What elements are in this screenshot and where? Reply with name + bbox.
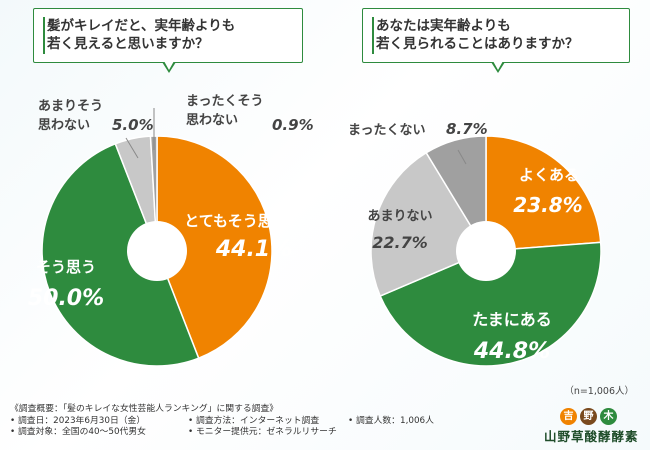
donut-hole — [456, 221, 516, 281]
logo-mark-icon: 木 — [600, 408, 617, 425]
survey-count: • 調査人数：1,006人 — [348, 415, 434, 426]
right-question-line2: 若く見られることはありますか？ — [376, 36, 579, 52]
right-lightgray-label: あまりない — [367, 209, 432, 224]
left-question-line1: 髪がキレイだと、実年齢よりも — [47, 18, 236, 34]
logo-brand-name: 山野草酸酵酵素 — [544, 429, 639, 444]
sample-size-note: （n=1,006人） — [564, 386, 634, 397]
survey-row-2: • 調査対象：全国の40〜50代男女 • モニター提供元：ゼネラルリサーチ — [10, 427, 337, 439]
right-orange-label: よくある — [519, 166, 579, 184]
right-question-box: あなたは実年齢よりも 若く見られることはありますか？ — [362, 8, 630, 73]
donut-slice-left-1 — [41, 142, 200, 367]
question-accent-bar — [372, 17, 374, 54]
logo-mark-icon: 野 — [580, 408, 597, 425]
left-darkgray-label-2: 思わない — [186, 113, 238, 128]
left-darkgray-value: 0.9% — [272, 116, 314, 134]
survey-title: 《調査概要：「髪のキレイな女性芸能人ランキング」に関する調査》 — [10, 404, 279, 414]
donut-slice-right-0 — [485, 135, 602, 252]
right-donut-chart — [370, 135, 602, 367]
survey-target: • 調査対象：全国の40〜50代男女 — [10, 427, 146, 437]
left-lightgray-label-2: 思わない — [38, 118, 90, 133]
survey-date: • 調査日：2023年6月30日（金） — [10, 415, 146, 426]
left-green-label: そう思う — [36, 258, 96, 276]
right-question-line1: あなたは実年齢よりも — [376, 18, 511, 34]
right-green-value: 44.8% — [473, 339, 550, 364]
logo-mark-icon: 吉 — [560, 408, 577, 425]
left-donut-chart — [41, 135, 273, 367]
survey-summary: 《調査概要：「髪のキレイな女性芸能人ランキング」に関する調査》 • 調査日：20… — [10, 404, 434, 439]
leader-line — [125, 137, 139, 159]
left-lightgray-label-1: あまりそう — [38, 99, 103, 114]
donut-slice-right-2 — [370, 151, 488, 297]
left-question-box: 髪がキレイだと、実年齢よりも 若く見えると思いますか？ — [33, 8, 303, 73]
left-orange-value: 44.1% — [215, 237, 292, 262]
left-question-line2: 若く見えると思いますか？ — [47, 36, 209, 52]
left-orange-label: とてもそう思う — [184, 212, 288, 230]
left-green-value: 50.0% — [28, 286, 104, 311]
question-accent-bar — [43, 17, 45, 54]
leader-line — [457, 149, 467, 165]
left-lightgray-value: 5.0% — [112, 116, 154, 134]
survey-row-1: • 調査日：2023年6月30日（金） • 調査方法：インターネット調査 • 調… — [10, 415, 434, 428]
donut-hole — [127, 221, 187, 281]
right-orange-value: 23.8% — [513, 193, 582, 217]
left-darkgray-label-1: まったくそう — [186, 94, 263, 109]
logo-icons: 吉野木 — [560, 404, 620, 425]
right-darkgray-label: まったくない — [348, 123, 425, 138]
speech-tail-inner — [164, 61, 174, 70]
donut-slice-right-3 — [425, 135, 487, 254]
survey-monitor: • モニター提供元：ゼネラルリサーチ — [188, 427, 337, 437]
survey-method: • 調査方法：インターネット調査 — [188, 415, 320, 426]
brand-logo: 吉野木 山野草酸酵酵素 — [518, 404, 643, 448]
donut-slice-left-0 — [156, 135, 273, 360]
right-lightgray-value: 22.7% — [372, 233, 428, 252]
speech-tail-inner — [493, 61, 503, 70]
right-green-label: たまにある — [472, 310, 552, 329]
right-darkgray-value: 8.7% — [446, 120, 488, 138]
